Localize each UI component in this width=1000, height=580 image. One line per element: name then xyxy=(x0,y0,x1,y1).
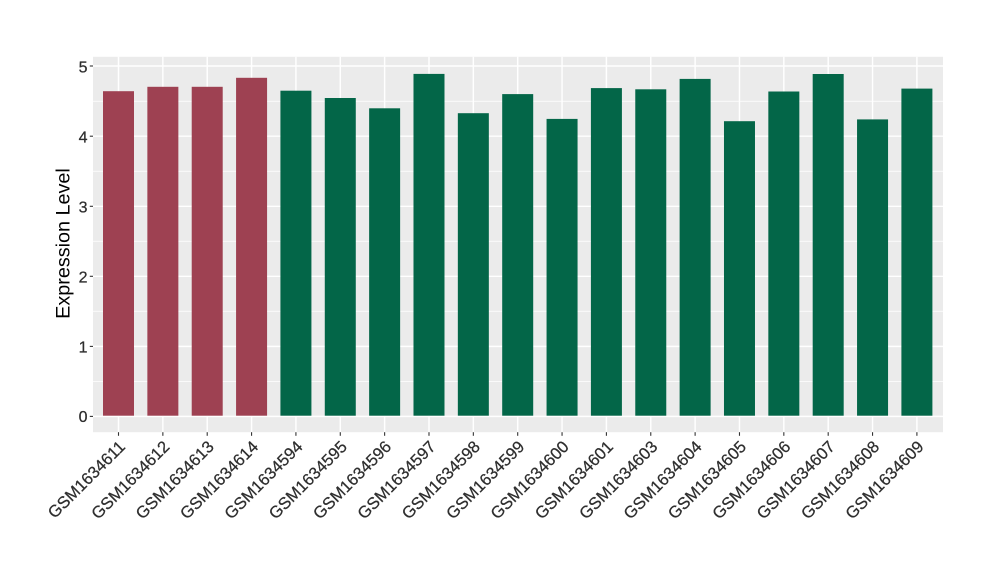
svg-text:2: 2 xyxy=(79,270,88,287)
svg-text:3: 3 xyxy=(79,200,88,217)
svg-text:4: 4 xyxy=(79,130,88,147)
svg-text:0: 0 xyxy=(79,409,88,426)
svg-text:5: 5 xyxy=(79,60,88,77)
svg-text:Expression Level: Expression Level xyxy=(53,168,75,319)
svg-text:1: 1 xyxy=(79,340,88,357)
